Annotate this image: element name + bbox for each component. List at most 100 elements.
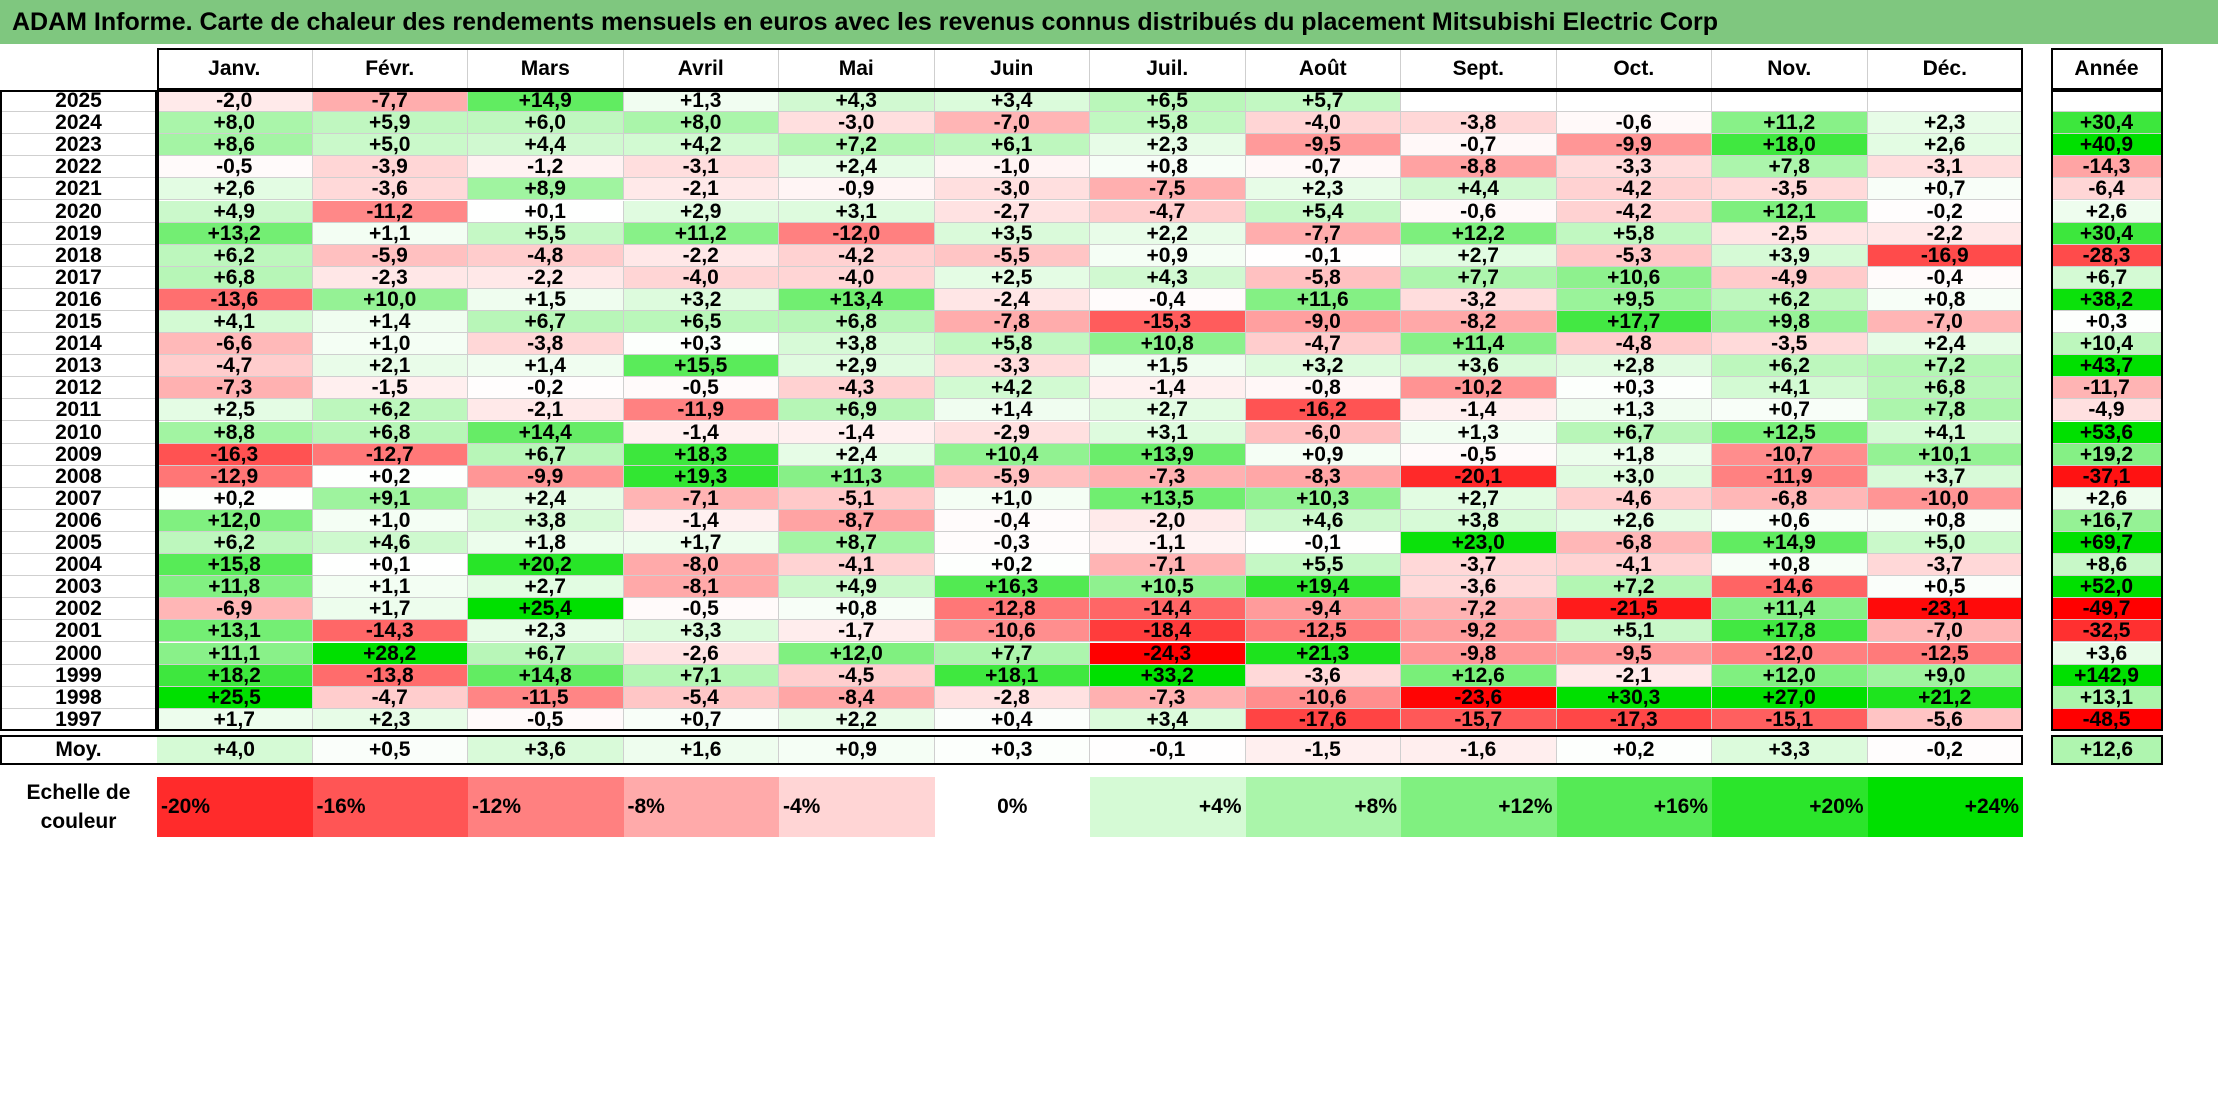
heatmap-cell: +1,3 (1556, 399, 1712, 422)
year-label: 2000 (0, 642, 157, 665)
heatmap-cell: +2,4 (468, 487, 624, 510)
month-header: Sept. (1401, 48, 1557, 90)
heatmap-cell: -12,0 (779, 222, 935, 245)
heatmap-cell: +13,1 (157, 620, 313, 643)
heatmap-cell: -0,1 (1245, 532, 1401, 555)
heatmap-cell: -1,1 (1090, 532, 1246, 555)
heatmap-cell: -3,7 (1401, 554, 1557, 577)
annual-cell: +19,2 (2051, 443, 2163, 466)
heatmap-cell: -5,8 (1245, 266, 1401, 289)
heatmap-cell: -4,7 (1090, 200, 1246, 223)
annual-cell: +0,3 (2051, 311, 2163, 334)
annual-cell: +40,9 (2051, 134, 2163, 157)
heatmap-cell: -8,4 (779, 686, 935, 709)
heatmap-cell: +2,1 (312, 355, 468, 378)
heatmap-cell: -2,1 (468, 399, 624, 422)
year-label: 2020 (0, 200, 157, 223)
annual-cell: +43,7 (2051, 355, 2163, 378)
year-label: 2018 (0, 244, 157, 267)
heatmap-cell: +5,1 (1556, 620, 1712, 643)
heatmap-cell: -0,8 (1245, 377, 1401, 400)
heatmap-cell: +9,5 (1556, 288, 1712, 311)
heatmap-cell: -8,2 (1401, 311, 1557, 334)
heatmap-cell: +2,7 (468, 576, 624, 599)
heatmap-cell: -7,3 (157, 377, 313, 400)
heatmap-cell: +3,7 (1867, 465, 2023, 488)
heatmap-cell: -5,9 (312, 244, 468, 267)
heatmap-cell: +19,3 (623, 465, 779, 488)
heatmap-cell: -7,0 (1867, 620, 2023, 643)
heatmap-cell: +17,7 (1556, 311, 1712, 334)
heatmap-cell: +2,9 (779, 355, 935, 378)
heatmap-cell: -10,2 (1401, 377, 1557, 400)
year-label: 2011 (0, 399, 157, 422)
heatmap-cell: +7,7 (934, 642, 1090, 665)
heatmap-cell: -7,7 (1245, 222, 1401, 245)
heatmap-cell: -7,3 (1090, 465, 1246, 488)
heatmap-cell: -8,1 (623, 576, 779, 599)
heatmap-cell: +4,2 (623, 134, 779, 157)
annual-cell: +2,6 (2051, 487, 2163, 510)
year-label: 2021 (0, 178, 157, 201)
heatmap-cell: -2,0 (1090, 509, 1246, 532)
heatmap-cell: +2,7 (1090, 399, 1246, 422)
heatmap-cell: -14,6 (1712, 576, 1868, 599)
heatmap-cell: -2,8 (934, 686, 1090, 709)
heatmap-cell: -4,2 (1556, 178, 1712, 201)
heatmap-cell: -20,1 (1401, 465, 1557, 488)
heatmap-cell: +12,0 (157, 509, 313, 532)
heatmap-cell: +2,4 (779, 156, 935, 179)
heatmap-cell: +2,5 (934, 266, 1090, 289)
heatmap-cell: +6,5 (623, 311, 779, 334)
heatmap-cell: +14,9 (1712, 532, 1868, 555)
heatmap-cell: +4,1 (1712, 377, 1868, 400)
heatmap-cell: -9,9 (1556, 134, 1712, 157)
heatmap-cell: -7,1 (1090, 554, 1246, 577)
heatmap-cell: -3,8 (468, 333, 624, 356)
heatmap-cell: +6,2 (1712, 288, 1868, 311)
annual-cell: -32,5 (2051, 620, 2163, 643)
heatmap-cell: +7,2 (1867, 355, 2023, 378)
average-cell: -1,6 (1401, 734, 1557, 765)
year-label: 2017 (0, 266, 157, 289)
average-cell: -0,2 (1867, 734, 2023, 765)
scale-swatch: -8% (623, 776, 779, 837)
year-label: 2003 (0, 576, 157, 599)
heatmap-cell: -2,0 (157, 90, 313, 113)
heatmap-cell: -4,1 (779, 554, 935, 577)
heatmap-cell: +6,1 (934, 134, 1090, 157)
heatmap-cell: +5,8 (934, 333, 1090, 356)
heatmap-cell: +0,2 (312, 465, 468, 488)
heatmap-cell: -4,3 (779, 377, 935, 400)
heatmap-cell: -4,9 (1712, 266, 1868, 289)
heatmap-cell: -7,2 (1401, 598, 1557, 621)
heatmap-cell: +13,5 (1090, 487, 1246, 510)
heatmap-cell: +6,8 (312, 421, 468, 444)
heatmap-cell: +5,5 (1245, 554, 1401, 577)
scale-swatch: -20% (157, 776, 313, 837)
heatmap-cell: -1,5 (312, 377, 468, 400)
heatmap-cell: -3,9 (312, 156, 468, 179)
heatmap-cell: +0,1 (312, 554, 468, 577)
heatmap-cell: -7,3 (1090, 686, 1246, 709)
heatmap-cell: +9,0 (1867, 664, 2023, 687)
average-label: Moy. (0, 734, 157, 765)
year-label: 2007 (0, 487, 157, 510)
annual-cell: +13,1 (2051, 686, 2163, 709)
heatmap-cell: +6,8 (779, 311, 935, 334)
heatmap-cell: -9,9 (468, 465, 624, 488)
heatmap-cell: +1,1 (312, 222, 468, 245)
scale-swatch: +20% (1712, 776, 1868, 837)
average-cell: -0,1 (1090, 734, 1246, 765)
heatmap-cell: +3,1 (1090, 421, 1246, 444)
heatmap-cell: -8,0 (623, 554, 779, 577)
year-label: 2014 (0, 333, 157, 356)
heatmap-cell: +10,8 (1090, 333, 1246, 356)
scale-swatch: +4% (1090, 776, 1246, 837)
heatmap-cell: -16,9 (1867, 244, 2023, 267)
heatmap-cell: +18,1 (934, 664, 1090, 687)
heatmap-cell (1712, 90, 1868, 113)
heatmap-cell: -1,7 (779, 620, 935, 643)
heatmap-cell: +5,4 (1245, 200, 1401, 223)
heatmap-cell: -4,0 (779, 266, 935, 289)
